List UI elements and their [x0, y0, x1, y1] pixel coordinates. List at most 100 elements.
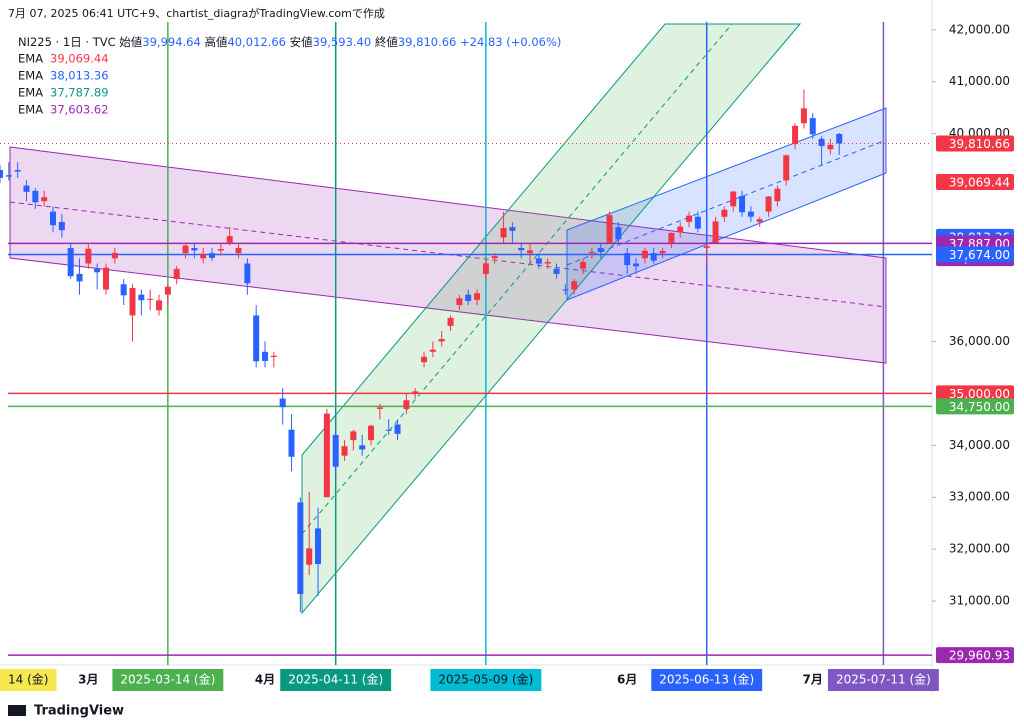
candle-body — [50, 211, 57, 226]
y-tick-label: 42,000.00 — [949, 22, 1010, 36]
ohlc-value: 39,810.66 — [398, 35, 457, 49]
candle-body — [615, 227, 622, 240]
candle-body — [173, 268, 180, 280]
candle-body — [827, 144, 834, 150]
candle-body — [297, 502, 304, 595]
candle-body — [694, 216, 701, 229]
candle-body — [14, 170, 21, 172]
candle-body — [465, 294, 472, 301]
ema-name: EMA — [18, 69, 43, 83]
x-tick-box — [430, 669, 542, 691]
ema-tag-label: 39,069.44 — [949, 176, 1010, 190]
candle-body — [288, 429, 295, 457]
y-tick-label: 31,000.00 — [949, 594, 1010, 608]
candle-body — [474, 293, 481, 300]
footer-logo: TradingView — [34, 704, 124, 719]
x-tick-box — [651, 669, 763, 691]
candle-body — [580, 261, 587, 269]
price-line-tag — [936, 647, 1014, 664]
candle-body — [94, 268, 101, 273]
x-tick-label: 3月 — [78, 673, 98, 687]
candle-body — [350, 431, 357, 441]
header: 7月 07, 2025 06:41 UTC+9、chartist_diagraが… — [8, 6, 385, 20]
candle-body — [553, 268, 560, 274]
y-tick-label: 41,000.00 — [949, 74, 1010, 88]
candle-body — [668, 232, 675, 243]
candle-body — [253, 315, 260, 362]
candle-body — [376, 407, 383, 409]
ohlc-name: 始値 — [119, 35, 142, 49]
candle-body — [633, 263, 640, 267]
candle-body — [0, 170, 3, 178]
candle-body — [438, 339, 445, 342]
last-price-tag-label: 39,810.66 — [949, 137, 1010, 151]
candle-body — [200, 254, 207, 259]
candle-body — [518, 247, 525, 251]
candle-body — [456, 298, 463, 306]
symbol-legend: NI225 · 1日 · TVC 始値39,994.64 高値40,012.66… — [18, 35, 561, 49]
candle-body — [262, 351, 269, 361]
candle-body — [85, 248, 92, 264]
ohlc-name: 安値 — [290, 35, 313, 49]
ohlc-value: 40,012.66 — [227, 35, 286, 49]
ema-value: 37,787.89 — [50, 86, 109, 100]
price-line-tag-label: 34,750.00 — [949, 400, 1010, 414]
candle-body — [765, 196, 772, 212]
candle-body — [588, 251, 595, 254]
candle-body — [217, 248, 224, 251]
candle-body — [818, 138, 825, 147]
price-line-tag-label: 29,960.93 — [949, 649, 1010, 663]
candle-body — [58, 221, 65, 231]
price-line-tag — [936, 385, 1014, 402]
candle-body — [624, 253, 631, 266]
candle-body — [41, 197, 48, 202]
candle-body — [677, 226, 684, 233]
candle-body — [703, 246, 710, 248]
candle-body — [774, 188, 781, 202]
candle-body — [76, 273, 83, 282]
candle-body — [544, 262, 551, 264]
ema-value: 39,069.44 — [50, 52, 109, 66]
ema-tag — [936, 174, 1014, 190]
y-tick-label: 32,000.00 — [949, 542, 1010, 556]
candle-body — [747, 211, 754, 217]
candle-body — [756, 219, 763, 222]
candle-body — [739, 195, 746, 213]
x-tick-label: 14 (金) — [8, 672, 48, 687]
candle-body — [800, 108, 807, 124]
candle-body — [120, 284, 127, 296]
candle-body — [606, 215, 613, 243]
candle-body — [270, 355, 277, 358]
x-tick-box — [0, 669, 57, 691]
x-tick-box — [112, 669, 224, 691]
logo-icon — [8, 705, 26, 716]
y-tick-label: 36,000.00 — [949, 334, 1010, 348]
candle-body — [279, 398, 286, 408]
candle-body — [562, 289, 569, 291]
x-tick-label: 2025-03-14 (金) — [120, 672, 215, 687]
ema-name: EMA — [18, 103, 43, 117]
candle-body — [306, 548, 313, 565]
candle-body — [23, 185, 30, 192]
candle-body — [32, 190, 39, 203]
candle-body — [809, 118, 816, 135]
price-line-tag-label: 35,000.00 — [949, 387, 1010, 401]
ema-value: 38,013.36 — [50, 69, 109, 83]
price-line-tag — [936, 398, 1014, 415]
candle-body — [129, 288, 136, 316]
candle-body — [5, 175, 12, 177]
ohlc-name: 終値 — [375, 35, 398, 49]
candle-body — [244, 263, 251, 284]
candle-body — [597, 247, 604, 252]
change: +24.83 (+0.06%) — [460, 35, 561, 49]
candle-body — [686, 215, 693, 222]
candle-body — [659, 250, 666, 254]
x-tick-label: 4月 — [255, 673, 275, 687]
x-tick-label: 7月 — [803, 673, 823, 687]
candle-body — [368, 425, 375, 441]
candle-body — [103, 267, 110, 290]
candle-body — [429, 349, 436, 352]
ema-name: EMA — [18, 86, 43, 100]
